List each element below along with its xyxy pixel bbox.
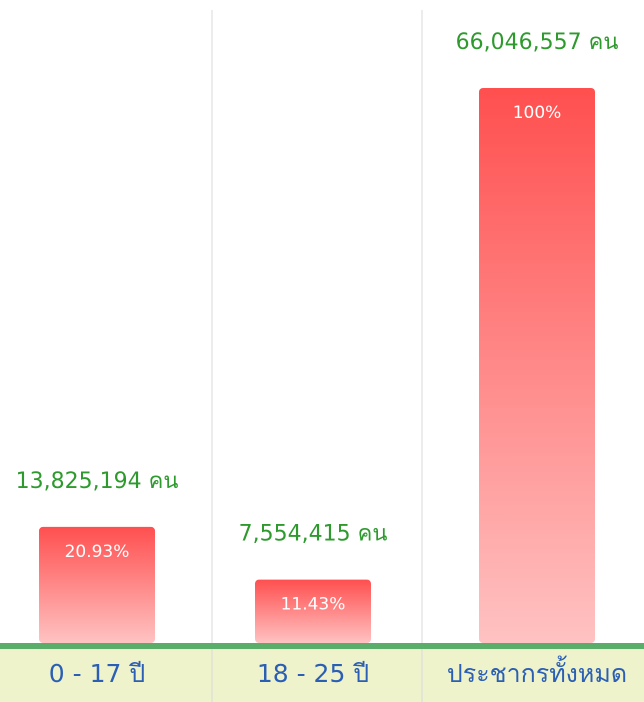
- bar: [255, 579, 371, 643]
- baseline: [0, 643, 644, 649]
- count-label: 13,825,194 คน: [16, 469, 179, 494]
- bar: [39, 526, 155, 643]
- category-strip: [0, 648, 644, 702]
- bar: [479, 88, 595, 643]
- value-label: 20.93%: [65, 542, 130, 562]
- x-tick-label: ประชากรทั้งหมด: [447, 655, 627, 688]
- value-label: 11.43%: [281, 595, 346, 615]
- x-tick-label: 0 - 17 ปี: [49, 659, 145, 688]
- x-tick-label: 18 - 25 ปี: [257, 659, 369, 688]
- count-label: 66,046,557 คน: [456, 30, 619, 55]
- count-label: 7,554,415 คน: [239, 522, 388, 547]
- value-label: 100%: [513, 103, 562, 123]
